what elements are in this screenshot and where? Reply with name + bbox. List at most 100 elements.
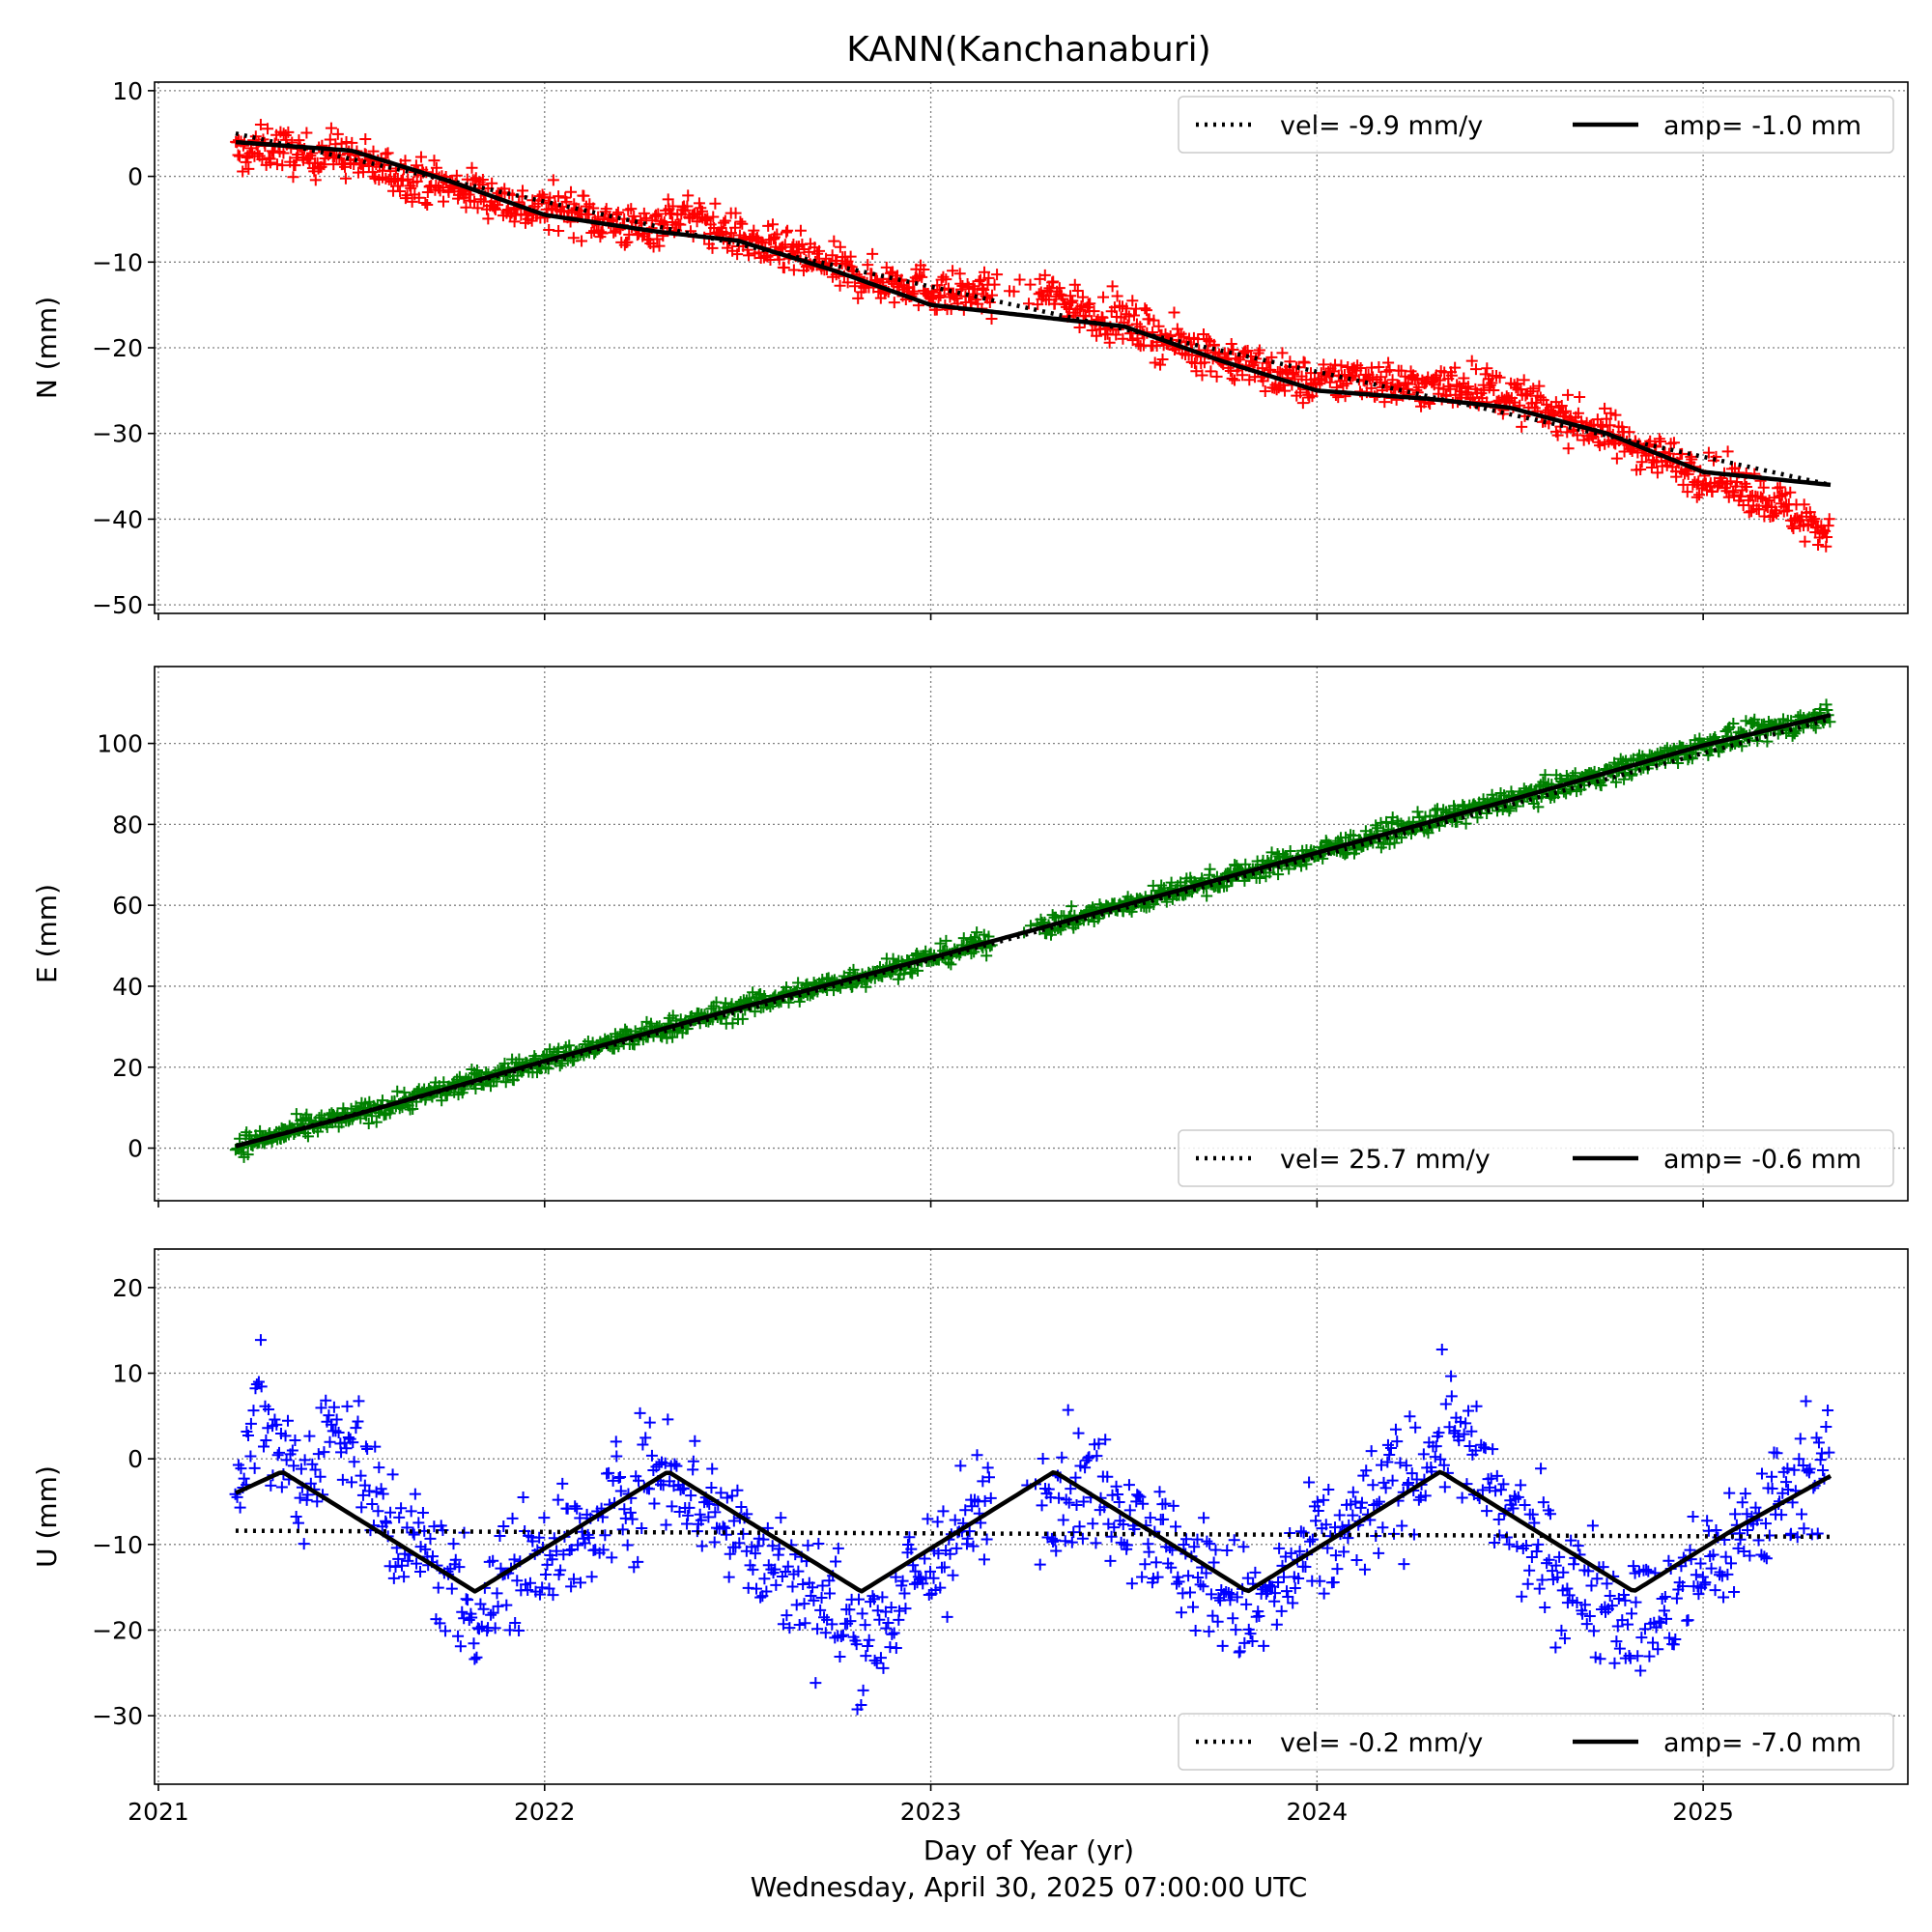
observation-marker bbox=[843, 1604, 856, 1616]
observation-marker bbox=[1510, 800, 1522, 812]
observation-marker bbox=[823, 1587, 836, 1600]
legend-frame bbox=[1178, 1713, 1894, 1771]
observation-marker bbox=[888, 1627, 900, 1639]
observation-marker bbox=[492, 1600, 504, 1612]
observation-marker bbox=[1070, 1499, 1083, 1512]
legend-amplitude-label: amp= -1.0 mm bbox=[1663, 111, 1861, 141]
observation-marker bbox=[432, 1581, 444, 1594]
observation-marker bbox=[1766, 1483, 1778, 1495]
observation-marker bbox=[289, 1434, 301, 1446]
observation-marker bbox=[1357, 1469, 1370, 1482]
observation-marker bbox=[657, 1479, 669, 1492]
observation-marker bbox=[648, 1497, 661, 1510]
observation-marker bbox=[325, 1418, 337, 1431]
observation-marker bbox=[1077, 1495, 1090, 1508]
observation-marker bbox=[983, 296, 996, 308]
observation-marker bbox=[292, 1517, 304, 1529]
observation-marker bbox=[421, 198, 434, 211]
observation-marker bbox=[536, 188, 549, 201]
observation-marker bbox=[1249, 1566, 1262, 1578]
observation-marker bbox=[832, 1542, 844, 1554]
observation-marker bbox=[1532, 801, 1545, 813]
observation-marker bbox=[482, 213, 495, 225]
observation-marker bbox=[345, 1476, 357, 1489]
observation-marker bbox=[370, 1116, 383, 1128]
observation-marker bbox=[1812, 539, 1825, 552]
observation-marker bbox=[470, 1065, 483, 1077]
panel-up: 20 10 0 −10 −20 −30 2021 2022 2023 2024 2025 U (mm)… bbox=[31, 1248, 1909, 1826]
observation-marker bbox=[394, 185, 407, 197]
observation-marker bbox=[1091, 1450, 1103, 1463]
observation-marker bbox=[1438, 1481, 1451, 1493]
observation-marker bbox=[1788, 727, 1801, 740]
observation-marker bbox=[440, 1625, 452, 1637]
observation-marker bbox=[294, 1492, 306, 1504]
observation-marker bbox=[1578, 1599, 1591, 1611]
observation-marker bbox=[1221, 1545, 1234, 1557]
observation-marker bbox=[1381, 1456, 1394, 1468]
observation-marker bbox=[235, 1463, 247, 1475]
observation-marker bbox=[834, 241, 846, 253]
observation-marker bbox=[1047, 275, 1060, 288]
observation-marker bbox=[1121, 1539, 1133, 1551]
observation-marker bbox=[781, 224, 794, 237]
observation-marker bbox=[1577, 1607, 1589, 1620]
observation-marker bbox=[1463, 1405, 1475, 1417]
observation-marker bbox=[707, 211, 720, 223]
observation-marker bbox=[984, 1492, 997, 1504]
observation-marker bbox=[1585, 1579, 1598, 1592]
observation-marker bbox=[1303, 1476, 1316, 1489]
observation-marker bbox=[1723, 1487, 1736, 1499]
observation-marker bbox=[1087, 1518, 1099, 1530]
observation-marker bbox=[574, 1512, 586, 1524]
observation-marker bbox=[567, 232, 580, 244]
observation-marker bbox=[1485, 1472, 1497, 1485]
observation-marker bbox=[980, 950, 993, 962]
observation-marker bbox=[876, 1591, 889, 1604]
observation-marker bbox=[1227, 343, 1239, 355]
observation-marker bbox=[1518, 374, 1530, 386]
observation-marker bbox=[1156, 354, 1169, 366]
observation-marker bbox=[456, 1605, 469, 1618]
observation-marker bbox=[687, 1455, 699, 1467]
observation-marker bbox=[981, 1462, 994, 1474]
observation-marker bbox=[829, 1632, 841, 1644]
observation-marker bbox=[1318, 1587, 1330, 1600]
observation-marker bbox=[892, 973, 904, 985]
observation-marker bbox=[1484, 1481, 1496, 1493]
observation-marker bbox=[1527, 383, 1540, 395]
observation-marker bbox=[1551, 429, 1564, 441]
observation-marker bbox=[1126, 295, 1139, 307]
observation-marker bbox=[1561, 1582, 1574, 1595]
observation-marker bbox=[731, 1484, 744, 1496]
observation-marker bbox=[463, 188, 475, 201]
observation-marker bbox=[1227, 1612, 1239, 1625]
observation-marker bbox=[1780, 1476, 1793, 1489]
observation-marker bbox=[386, 1468, 399, 1481]
observation-marker bbox=[816, 1579, 829, 1592]
observation-marker bbox=[264, 156, 276, 169]
observation-marker bbox=[1068, 278, 1081, 291]
observation-marker bbox=[1409, 1421, 1422, 1434]
observation-marker bbox=[506, 1512, 519, 1524]
observation-marker bbox=[1396, 1520, 1408, 1532]
observation-marker bbox=[1768, 492, 1780, 504]
observation-marker bbox=[254, 1334, 267, 1347]
observation-marker bbox=[1318, 1493, 1330, 1506]
observation-marker bbox=[1198, 1512, 1210, 1524]
observation-marker bbox=[1755, 1467, 1768, 1480]
observation-marker bbox=[398, 1086, 411, 1098]
observation-marker bbox=[1091, 329, 1103, 342]
observation-marker bbox=[1492, 1514, 1505, 1526]
observation-marker bbox=[849, 280, 862, 293]
observation-marker bbox=[1314, 1575, 1326, 1587]
observation-marker bbox=[1736, 1496, 1748, 1509]
observation-marker bbox=[773, 1543, 785, 1555]
observation-marker bbox=[399, 155, 412, 167]
observation-marker bbox=[1024, 278, 1037, 291]
observation-marker bbox=[882, 1617, 895, 1630]
observation-marker bbox=[706, 1463, 719, 1475]
observation-marker bbox=[1670, 470, 1683, 483]
observation-marker bbox=[325, 122, 337, 134]
observation-marker bbox=[280, 1454, 293, 1466]
